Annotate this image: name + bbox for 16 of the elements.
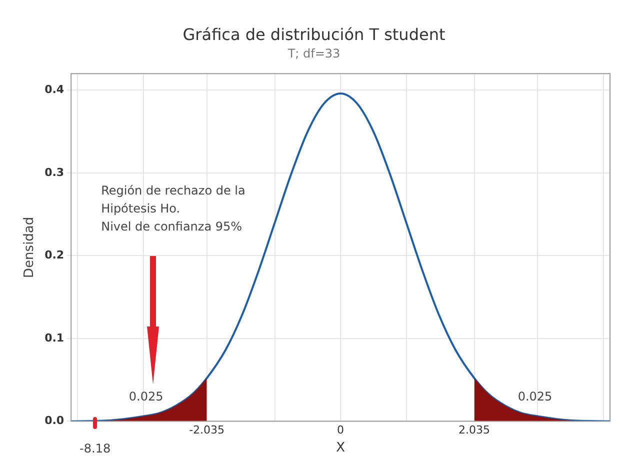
x-tick-label: 0	[337, 424, 344, 437]
chart-subtitle: T; df=33	[286, 46, 340, 61]
y-tick-label: 0.3	[44, 166, 64, 179]
y-tick-label: 0.2	[44, 248, 64, 262]
y-tick-label: 0.4	[44, 83, 64, 96]
annotation: 0.025	[518, 389, 552, 404]
annotation: 0.025	[128, 389, 164, 404]
annotation: Región de rechazo de la Hipótesis Ho. Nivel de confianza 95%	[101, 184, 246, 234]
text: -8.18	[80, 441, 111, 456]
x-tick-label: 2.035	[458, 424, 490, 437]
y-axis-title: Densidad	[22, 216, 38, 278]
x-axis-title: X	[336, 440, 346, 456]
y-tick-label: 0.1	[44, 331, 64, 344]
y-tick-label: 0.0	[44, 414, 64, 428]
chart-title: Gráfica de distribución T student	[182, 24, 446, 44]
x-tick-label: -2.035	[189, 424, 225, 437]
